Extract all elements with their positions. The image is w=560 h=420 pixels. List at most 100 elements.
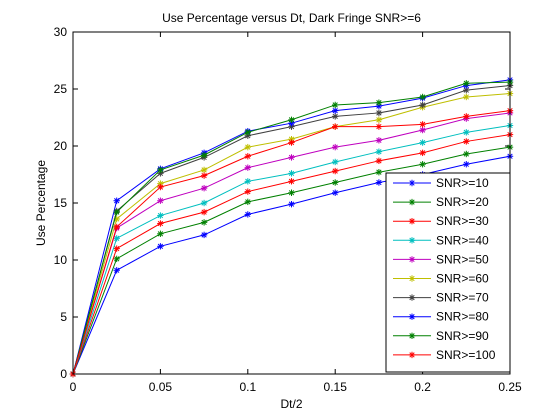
- legend-item: SNR>=100: [393, 348, 496, 362]
- legend: SNR>=10 SNR>=20 SNR>=30 SNR>=40 SNR>=50 SNR>=…: [385, 172, 511, 373]
- data-point: [332, 107, 339, 114]
- legend-item: SNR>=40: [393, 233, 489, 247]
- data-point: [375, 169, 383, 176]
- data-point: [463, 80, 470, 87]
- data-point: [244, 153, 251, 160]
- data-point: [332, 143, 339, 151]
- x-tick-label: 0.1: [239, 380, 256, 394]
- legend-item: SNR>=70: [393, 291, 489, 305]
- data-point: [288, 200, 295, 208]
- y-tick-label: 30: [54, 25, 68, 39]
- data-point: [419, 101, 426, 109]
- data-point: [157, 230, 164, 237]
- legend-label: SNR>=90: [436, 329, 489, 343]
- y-tick-label: 15: [54, 196, 68, 210]
- data-point: [113, 223, 120, 231]
- x-tick-label: 0: [70, 380, 77, 394]
- x-tick-label: 0.25: [498, 380, 522, 394]
- data-point: [375, 157, 383, 165]
- legend-item: SNR>=30: [393, 214, 489, 228]
- data-point: [332, 101, 339, 109]
- data-point: [244, 211, 251, 218]
- data-point: [200, 231, 208, 239]
- legend-label: SNR>=100: [436, 348, 496, 362]
- data-point: [200, 199, 208, 207]
- data-point: [375, 179, 383, 186]
- data-point: [200, 151, 208, 159]
- data-point: [113, 208, 120, 216]
- y-tick-label: 25: [54, 82, 68, 96]
- x-tick-label: 0.2: [414, 380, 431, 394]
- legend-label: SNR>=60: [436, 272, 489, 286]
- series-snr-20: [69, 143, 514, 378]
- x-tick-label: 0.15: [324, 380, 348, 394]
- data-point: [332, 158, 339, 166]
- data-point: [463, 86, 470, 94]
- legend-marker: [408, 237, 416, 244]
- data-point: [375, 109, 383, 117]
- data-point: [375, 123, 383, 130]
- data-point: [463, 161, 470, 168]
- y-tick-label: 10: [54, 253, 68, 267]
- data-point: [288, 178, 295, 185]
- legend-label: SNR>=40: [436, 233, 489, 247]
- y-tick-label: 0: [60, 367, 67, 381]
- legend-marker: [408, 294, 416, 301]
- data-point: [113, 255, 120, 263]
- data-point: [288, 116, 295, 123]
- data-point: [113, 267, 120, 274]
- data-point: [463, 138, 470, 145]
- legend-label: SNR>=70: [436, 291, 489, 305]
- data-point: [200, 166, 208, 174]
- data-point: [419, 149, 426, 157]
- data-point: [463, 93, 470, 101]
- data-point: [157, 166, 164, 174]
- x-axis-title: Dt/2: [280, 397, 302, 411]
- legend-marker: [408, 198, 416, 206]
- data-point: [157, 220, 164, 227]
- data-point: [200, 219, 208, 226]
- x-tick-label: 0.05: [149, 380, 173, 394]
- legend-item: SNR>=10: [393, 176, 489, 190]
- data-point: [157, 212, 164, 219]
- data-point: [463, 113, 470, 120]
- data-point: [288, 139, 295, 146]
- data-point: [332, 189, 339, 196]
- legend-marker: [408, 351, 416, 359]
- y-tick-label: 5: [60, 310, 67, 324]
- data-point: [419, 126, 426, 134]
- legend-marker: [408, 275, 416, 282]
- legend-label: SNR>=30: [436, 214, 489, 228]
- data-point: [200, 208, 208, 216]
- data-point: [157, 183, 164, 191]
- legend-label: SNR>=80: [436, 310, 489, 324]
- data-point: [332, 179, 339, 186]
- legend-item: SNR>=20: [393, 195, 489, 209]
- data-point: [244, 129, 251, 136]
- data-point: [244, 143, 251, 151]
- data-point: [375, 137, 383, 144]
- data-point: [419, 161, 426, 168]
- data-point: [419, 121, 426, 128]
- data-point: [200, 172, 208, 179]
- data-point: [288, 189, 295, 196]
- data-point: [113, 197, 120, 204]
- data-point: [375, 116, 383, 123]
- legend-label: SNR>=10: [436, 176, 489, 190]
- chart-title: Use Percentage versus Dt, Dark Fringe SN…: [162, 11, 421, 25]
- data-point: [244, 164, 251, 171]
- data-point: [463, 150, 470, 158]
- data-point: [288, 170, 295, 177]
- data-point: [332, 123, 339, 130]
- legend-item: SNR>=50: [393, 252, 489, 266]
- data-point: [244, 198, 251, 206]
- data-point: [463, 129, 470, 136]
- data-point: [244, 188, 251, 195]
- series-snr-40: [69, 122, 514, 378]
- legend-box: [385, 172, 511, 373]
- legend-marker: [408, 313, 416, 320]
- data-point: [375, 148, 383, 155]
- data-point: [332, 167, 339, 175]
